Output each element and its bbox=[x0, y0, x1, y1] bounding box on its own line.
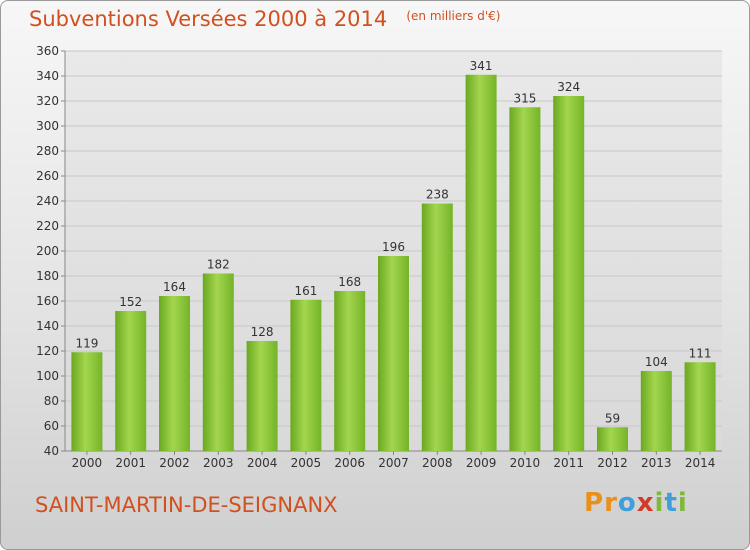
y-tick-label: 160 bbox=[36, 294, 59, 308]
data-label: 59 bbox=[605, 411, 620, 425]
bar bbox=[159, 296, 190, 451]
x-tick-label: 2001 bbox=[115, 456, 146, 470]
bar-chart: 40 60 80 100 120 140 160 180 200 220 240 260 280 300 3… bbox=[36, 44, 722, 470]
data-label: 168 bbox=[338, 275, 361, 289]
bar bbox=[202, 273, 234, 451]
logo-letter: i bbox=[654, 488, 665, 518]
x-tick-label: 2009 bbox=[466, 456, 497, 470]
bar bbox=[290, 299, 322, 451]
x-tick-label: 2005 bbox=[291, 456, 322, 470]
y-tick-label: 320 bbox=[36, 94, 59, 108]
commune-name: SAINT-MARTIN-DE-SEIGNANX bbox=[35, 493, 338, 517]
x-tick-label: 2011 bbox=[553, 456, 584, 470]
y-tick-label: 120 bbox=[36, 344, 59, 358]
x-tick-label: 2006 bbox=[334, 456, 365, 470]
bar bbox=[597, 427, 628, 451]
x-tick-label: 2013 bbox=[641, 456, 672, 470]
chart-title: Subventions Versées 2000 à 2014 bbox=[29, 7, 388, 31]
y-tick-label: 260 bbox=[36, 169, 59, 183]
logo-letter: o bbox=[617, 488, 637, 518]
bar bbox=[465, 74, 497, 451]
y-tick-label: 40 bbox=[44, 444, 59, 458]
logo-letter: i bbox=[677, 488, 688, 518]
x-tick-label: 2003 bbox=[203, 456, 234, 470]
data-label: 238 bbox=[426, 188, 449, 202]
data-label: 196 bbox=[382, 240, 405, 254]
x-tick-label: 2007 bbox=[378, 456, 409, 470]
unit-note: (en milliers d'€) bbox=[406, 9, 501, 23]
y-tick-label: 340 bbox=[36, 69, 59, 83]
bar bbox=[509, 107, 541, 451]
y-tick-label: 300 bbox=[36, 119, 59, 133]
y-tick-label: 180 bbox=[36, 269, 59, 283]
bar bbox=[378, 256, 409, 451]
x-tick-label: 2008 bbox=[422, 456, 453, 470]
x-tick-label: 2002 bbox=[159, 456, 190, 470]
bar bbox=[71, 352, 103, 451]
y-tick-label: 240 bbox=[36, 194, 59, 208]
x-tick-label: 2000 bbox=[72, 456, 103, 470]
x-tick-label: 2014 bbox=[685, 456, 716, 470]
y-tick-label: 100 bbox=[36, 369, 59, 383]
data-label: 324 bbox=[557, 80, 580, 94]
logo-letter: t bbox=[664, 488, 678, 518]
logo-letter: P bbox=[584, 488, 605, 518]
data-label: 104 bbox=[645, 355, 668, 369]
x-tick-label: 2010 bbox=[510, 456, 541, 470]
bar bbox=[553, 96, 585, 451]
data-label: 119 bbox=[75, 336, 98, 350]
data-label: 161 bbox=[294, 284, 317, 298]
bar bbox=[684, 362, 716, 451]
bar bbox=[115, 311, 147, 451]
data-label: 341 bbox=[470, 59, 493, 73]
y-tick-label: 80 bbox=[44, 394, 59, 408]
y-tick-label: 360 bbox=[36, 44, 59, 58]
logo-letter: x bbox=[636, 488, 655, 518]
x-tick-label: 2004 bbox=[247, 456, 278, 470]
y-tick-label: 140 bbox=[36, 319, 59, 333]
title-row: Subventions Versées 2000 à 2014 (en mill… bbox=[29, 7, 500, 31]
bar bbox=[246, 341, 278, 451]
logo-letter: r bbox=[604, 488, 618, 518]
data-label: 128 bbox=[251, 325, 274, 339]
bar bbox=[421, 203, 453, 451]
data-label: 152 bbox=[119, 295, 142, 309]
bar bbox=[640, 371, 672, 451]
data-label: 164 bbox=[163, 280, 186, 294]
data-label: 315 bbox=[513, 91, 536, 105]
y-tick-label: 220 bbox=[36, 219, 59, 233]
data-label: 182 bbox=[207, 258, 230, 272]
data-label: 111 bbox=[689, 346, 712, 360]
proxiti-logo: Proxiti bbox=[584, 488, 688, 518]
y-tick-label: 60 bbox=[44, 419, 59, 433]
y-tick-label: 280 bbox=[36, 144, 59, 158]
x-tick-label: 2012 bbox=[597, 456, 628, 470]
y-tick-label: 200 bbox=[36, 244, 59, 258]
bar bbox=[334, 291, 366, 451]
